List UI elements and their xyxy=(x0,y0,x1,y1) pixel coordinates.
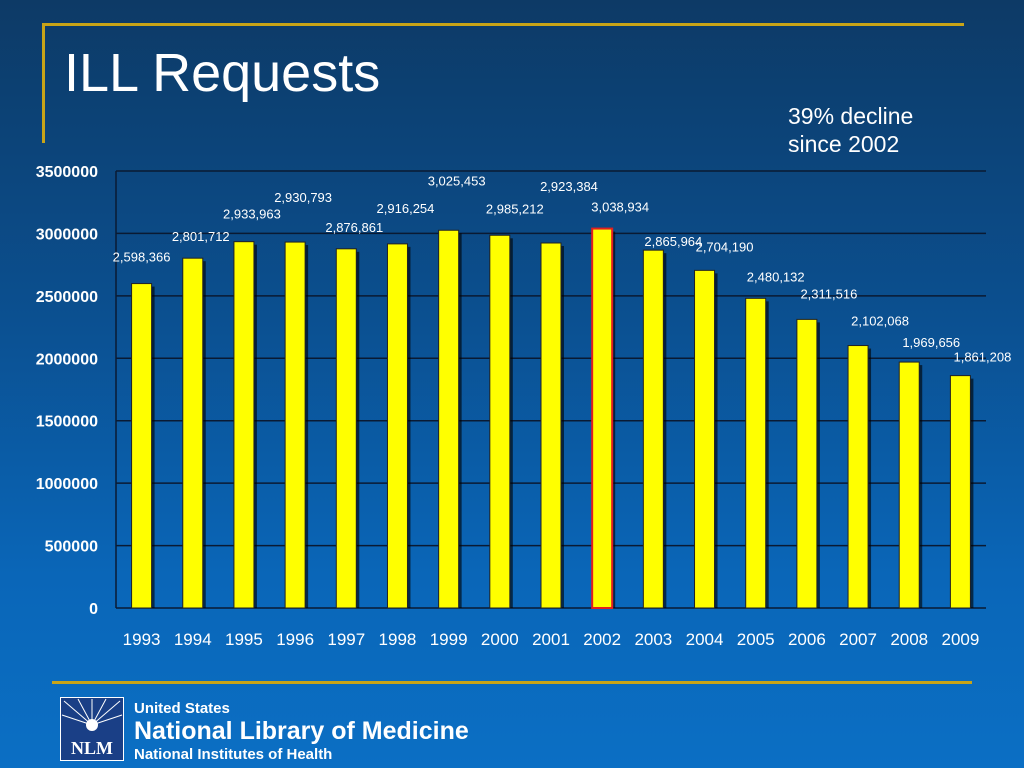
y-tick-label: 2500000 xyxy=(36,289,98,306)
bar-1998 xyxy=(386,243,408,609)
data-label: 3,038,934 xyxy=(591,200,649,215)
x-tick-label: 2005 xyxy=(737,630,775,649)
bar-2003 xyxy=(642,249,664,609)
data-label: 2,480,132 xyxy=(747,269,805,284)
data-label: 2,930,793 xyxy=(274,190,332,205)
footer-line-country: United States xyxy=(134,700,230,717)
x-tick-label: 2008 xyxy=(890,630,928,649)
bar-1995 xyxy=(233,241,255,609)
x-tick-label: 2003 xyxy=(634,630,672,649)
x-tick-label: 1993 xyxy=(123,630,161,649)
y-tick-label: 1500000 xyxy=(36,414,98,431)
data-label: 2,933,963 xyxy=(223,207,281,222)
bar-2007 xyxy=(847,345,869,609)
decline-note-line1: 39% decline xyxy=(788,103,914,129)
y-tick-label: 2000000 xyxy=(36,351,98,368)
x-tick-label: 2000 xyxy=(481,630,519,649)
x-tick-label: 2006 xyxy=(788,630,826,649)
x-tick-label: 2007 xyxy=(839,630,877,649)
x-tick-label: 1998 xyxy=(379,630,417,649)
data-label: 2,985,212 xyxy=(486,201,544,216)
bar-2005 xyxy=(745,297,767,609)
data-label: 2,102,068 xyxy=(851,314,909,329)
bar-2006 xyxy=(796,318,818,609)
data-label: 2,801,712 xyxy=(172,229,230,244)
data-label: 2,704,190 xyxy=(696,239,754,254)
y-tick-label: 1000000 xyxy=(36,476,98,493)
x-tick-label: 1994 xyxy=(174,630,212,649)
bar-2004 xyxy=(694,269,716,609)
x-tick-label: 1997 xyxy=(327,630,365,649)
bar-2000 xyxy=(489,234,511,609)
y-tick-label: 0 xyxy=(89,601,98,618)
data-label: 2,923,384 xyxy=(540,179,598,194)
bar-1997 xyxy=(335,248,357,609)
bar-1999 xyxy=(438,229,460,609)
data-label: 2,916,254 xyxy=(377,201,435,216)
footer-line-institutes: National Institutes of Health xyxy=(134,746,333,763)
bar-1996 xyxy=(284,241,306,609)
bar-2009 xyxy=(949,375,971,609)
x-tick-label: 2009 xyxy=(941,630,979,649)
data-label: 2,598,366 xyxy=(113,250,171,265)
bar-1994 xyxy=(182,257,204,609)
title-frame-left-rule xyxy=(42,23,45,143)
bar-2001 xyxy=(540,242,562,609)
slide-title: ILL Requests xyxy=(64,43,381,103)
x-tick-label: 1999 xyxy=(430,630,468,649)
x-tick-label: 2002 xyxy=(583,630,621,649)
footer-rule xyxy=(52,681,972,684)
y-tick-label: 3000000 xyxy=(36,226,98,243)
data-label: 3,025,453 xyxy=(428,173,486,188)
data-label: 2,311,516 xyxy=(800,286,857,301)
y-tick-label: 3500000 xyxy=(36,164,98,181)
nlm-logo-text: NLM xyxy=(71,738,113,758)
x-tick-label: 1996 xyxy=(276,630,314,649)
y-tick-label: 500000 xyxy=(45,539,98,556)
data-label: 2,865,964 xyxy=(644,234,702,249)
x-tick-label: 2004 xyxy=(686,630,724,649)
bar-2002 xyxy=(591,227,614,609)
footer-line-library: National Library of Medicine xyxy=(134,717,469,745)
footer-agency-block: United States National Library of Medici… xyxy=(134,700,469,763)
bar-1993 xyxy=(131,283,153,609)
decline-note: 39% decline since 2002 xyxy=(788,102,913,158)
bar-2008 xyxy=(898,361,920,609)
decline-note-line2: since 2002 xyxy=(788,131,900,157)
data-label: 1,861,208 xyxy=(953,350,1011,365)
bar-chart: 0 500000 1000000 1500000 2000000 2500000 30000… xyxy=(36,164,1011,649)
x-tick-label: 1995 xyxy=(225,630,263,649)
data-label: 1,969,656 xyxy=(902,335,960,350)
data-label: 2,876,861 xyxy=(325,220,383,235)
x-tick-label: 2001 xyxy=(532,630,570,649)
nlm-logo-icon: NLM xyxy=(60,697,124,761)
title-frame-top-rule xyxy=(42,23,964,26)
